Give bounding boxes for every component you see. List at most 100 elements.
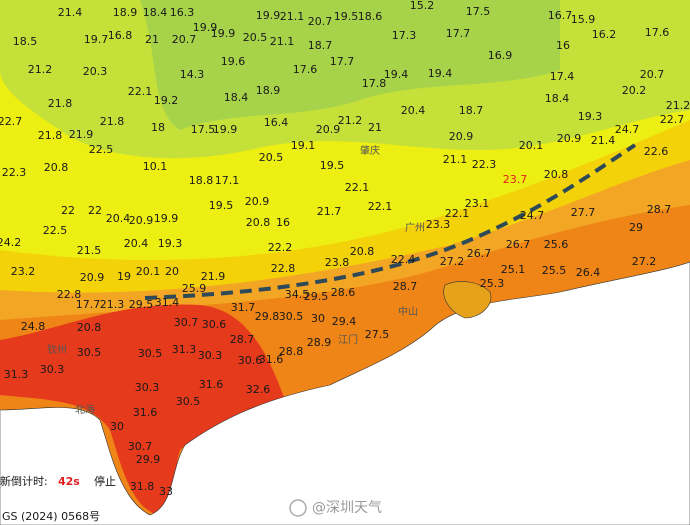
temperature-label: 20.9	[449, 130, 474, 143]
temperature-label: 19.5	[209, 199, 234, 212]
city-label: 中山	[398, 305, 418, 318]
temperature-label: 31.6	[259, 353, 284, 366]
temperature-label: 20.9	[245, 195, 270, 208]
temperature-label: 20.5	[259, 151, 284, 164]
temperature-label: 17.5	[466, 5, 491, 18]
temperature-label: 19.7	[84, 33, 109, 46]
temperature-label: 16.2	[592, 28, 617, 41]
temperature-label: 22.7	[0, 115, 22, 128]
city-label: 肇庆	[360, 144, 380, 157]
temperature-label: 22.6	[644, 145, 669, 158]
refresh-label: 新倒计时:	[0, 474, 48, 488]
temperature-label: 26.4	[576, 266, 601, 279]
land-green-dark	[140, 0, 560, 130]
temperature-label: 21.5	[77, 244, 102, 257]
temperature-label: 30.6	[238, 354, 263, 367]
city-label: 江门	[338, 333, 358, 346]
temperature-label: 30.7	[128, 440, 153, 453]
temperature-label: 30	[311, 312, 325, 325]
temperature-label: 24.2	[0, 236, 21, 249]
temperature-label: 28.8	[279, 345, 304, 358]
temperature-label: 21	[145, 33, 159, 46]
temperature-label: 21	[368, 121, 382, 134]
temperature-label: 15.9	[571, 13, 596, 26]
temperature-label: 19.6	[221, 55, 246, 68]
temperature-label: 25.1	[501, 263, 526, 276]
temperature-label: 17.1	[215, 174, 240, 187]
temperature-label: 21.3	[100, 298, 125, 311]
temperature-label: 18.5	[13, 35, 38, 48]
temperature-label: 19.4	[428, 67, 453, 80]
temperature-label: 21.8	[100, 115, 125, 128]
temperature-label: 23.1	[465, 197, 490, 210]
temperature-label: 17.6	[293, 63, 318, 76]
temperature-label: 16.9	[488, 49, 513, 62]
temperature-label: 31.4	[155, 296, 180, 309]
temperature-label: 22.3	[472, 158, 497, 171]
temperature-label: 28.7	[393, 280, 418, 293]
countdown: 42s	[58, 475, 80, 488]
temperature-label: 22.1	[345, 181, 370, 194]
temperature-label: 21.9	[201, 270, 226, 283]
temperature-label: 29.8	[255, 310, 280, 323]
temperature-label: 31.6	[199, 378, 224, 391]
sea	[0, 261, 690, 525]
temperature-label: 21.4	[591, 134, 616, 147]
temperature-label: 17.7	[446, 27, 471, 40]
labels: 21.4 18.9 18.4 16.319.919.9 21.1 20.7 19.5 18.6…	[0, 0, 690, 498]
temperature-label: 20.9	[316, 123, 341, 136]
temperature-label: 19.2	[154, 94, 179, 107]
temperature-label: 30.5	[176, 395, 201, 408]
city-label: 北海	[75, 403, 95, 416]
watermark: @深圳天气	[312, 500, 382, 516]
temperature-label: 19.9	[211, 27, 236, 40]
temperature-label: 25.5	[542, 264, 567, 277]
temperature-label: 18.4	[545, 92, 570, 105]
temperature-label: 21.8	[38, 129, 63, 142]
temperature-label: 31.7	[231, 301, 256, 314]
temperature-label: 10.1	[143, 160, 168, 173]
temperature-label: 29.9	[136, 453, 161, 466]
temperature-label: 28.6	[331, 286, 356, 299]
temperature-label: 29.5	[129, 298, 154, 311]
temperature-label: 20.1	[136, 265, 161, 278]
temperature-label: 23.2	[11, 265, 36, 278]
temperature-label: 14.3	[180, 68, 205, 81]
temperature-label: 30.5	[279, 310, 304, 323]
temperature-label: 19.9	[213, 123, 238, 136]
weibo-icon	[289, 499, 307, 517]
temperature-label: 30	[110, 420, 124, 433]
temperature-label: 20.7	[172, 33, 197, 46]
temperature-label: 30.3	[198, 349, 223, 362]
temperature-label: 20.4	[401, 104, 426, 117]
temperature-label: 29	[629, 221, 643, 234]
temperature-label: 20.8	[246, 216, 271, 229]
temperature-label: 20.7	[308, 15, 333, 28]
temperature-label: 20.1	[519, 139, 544, 152]
temperature-label: 16.8	[108, 29, 133, 42]
temperature-label: 20.9	[80, 271, 105, 284]
temperature-label: 25.6	[544, 238, 569, 251]
temperature-label: 19.9	[256, 9, 281, 22]
temperature-label: 20.3	[83, 65, 108, 78]
temperature-label: 21.1	[280, 10, 305, 23]
temperature-label: 16.4	[264, 116, 289, 129]
temperature-label: 20.5	[243, 31, 268, 44]
temperature-label: 23.3	[426, 218, 451, 231]
temperature-label: 28.9	[307, 336, 332, 349]
temperature-label: 18.8	[189, 174, 214, 187]
temperature-label: 21.2	[28, 63, 53, 76]
temperature-label: 18.7	[308, 39, 333, 52]
temperature-label: 19.5	[320, 159, 345, 172]
highlight-label: 23.7	[503, 173, 528, 186]
temperature-label: 16	[276, 216, 290, 229]
temperature-label: 20.8	[44, 161, 69, 174]
temperature-label: 20.8	[77, 321, 102, 334]
temperature-label: 29.4	[332, 315, 357, 328]
temperature-label: 20.9	[129, 214, 154, 227]
temperature-label: 19.9	[154, 212, 179, 225]
stop-button[interactable]: 停止	[94, 474, 116, 488]
temperature-label: 27.7	[571, 206, 596, 219]
temperature-label: 22.3	[2, 166, 27, 179]
